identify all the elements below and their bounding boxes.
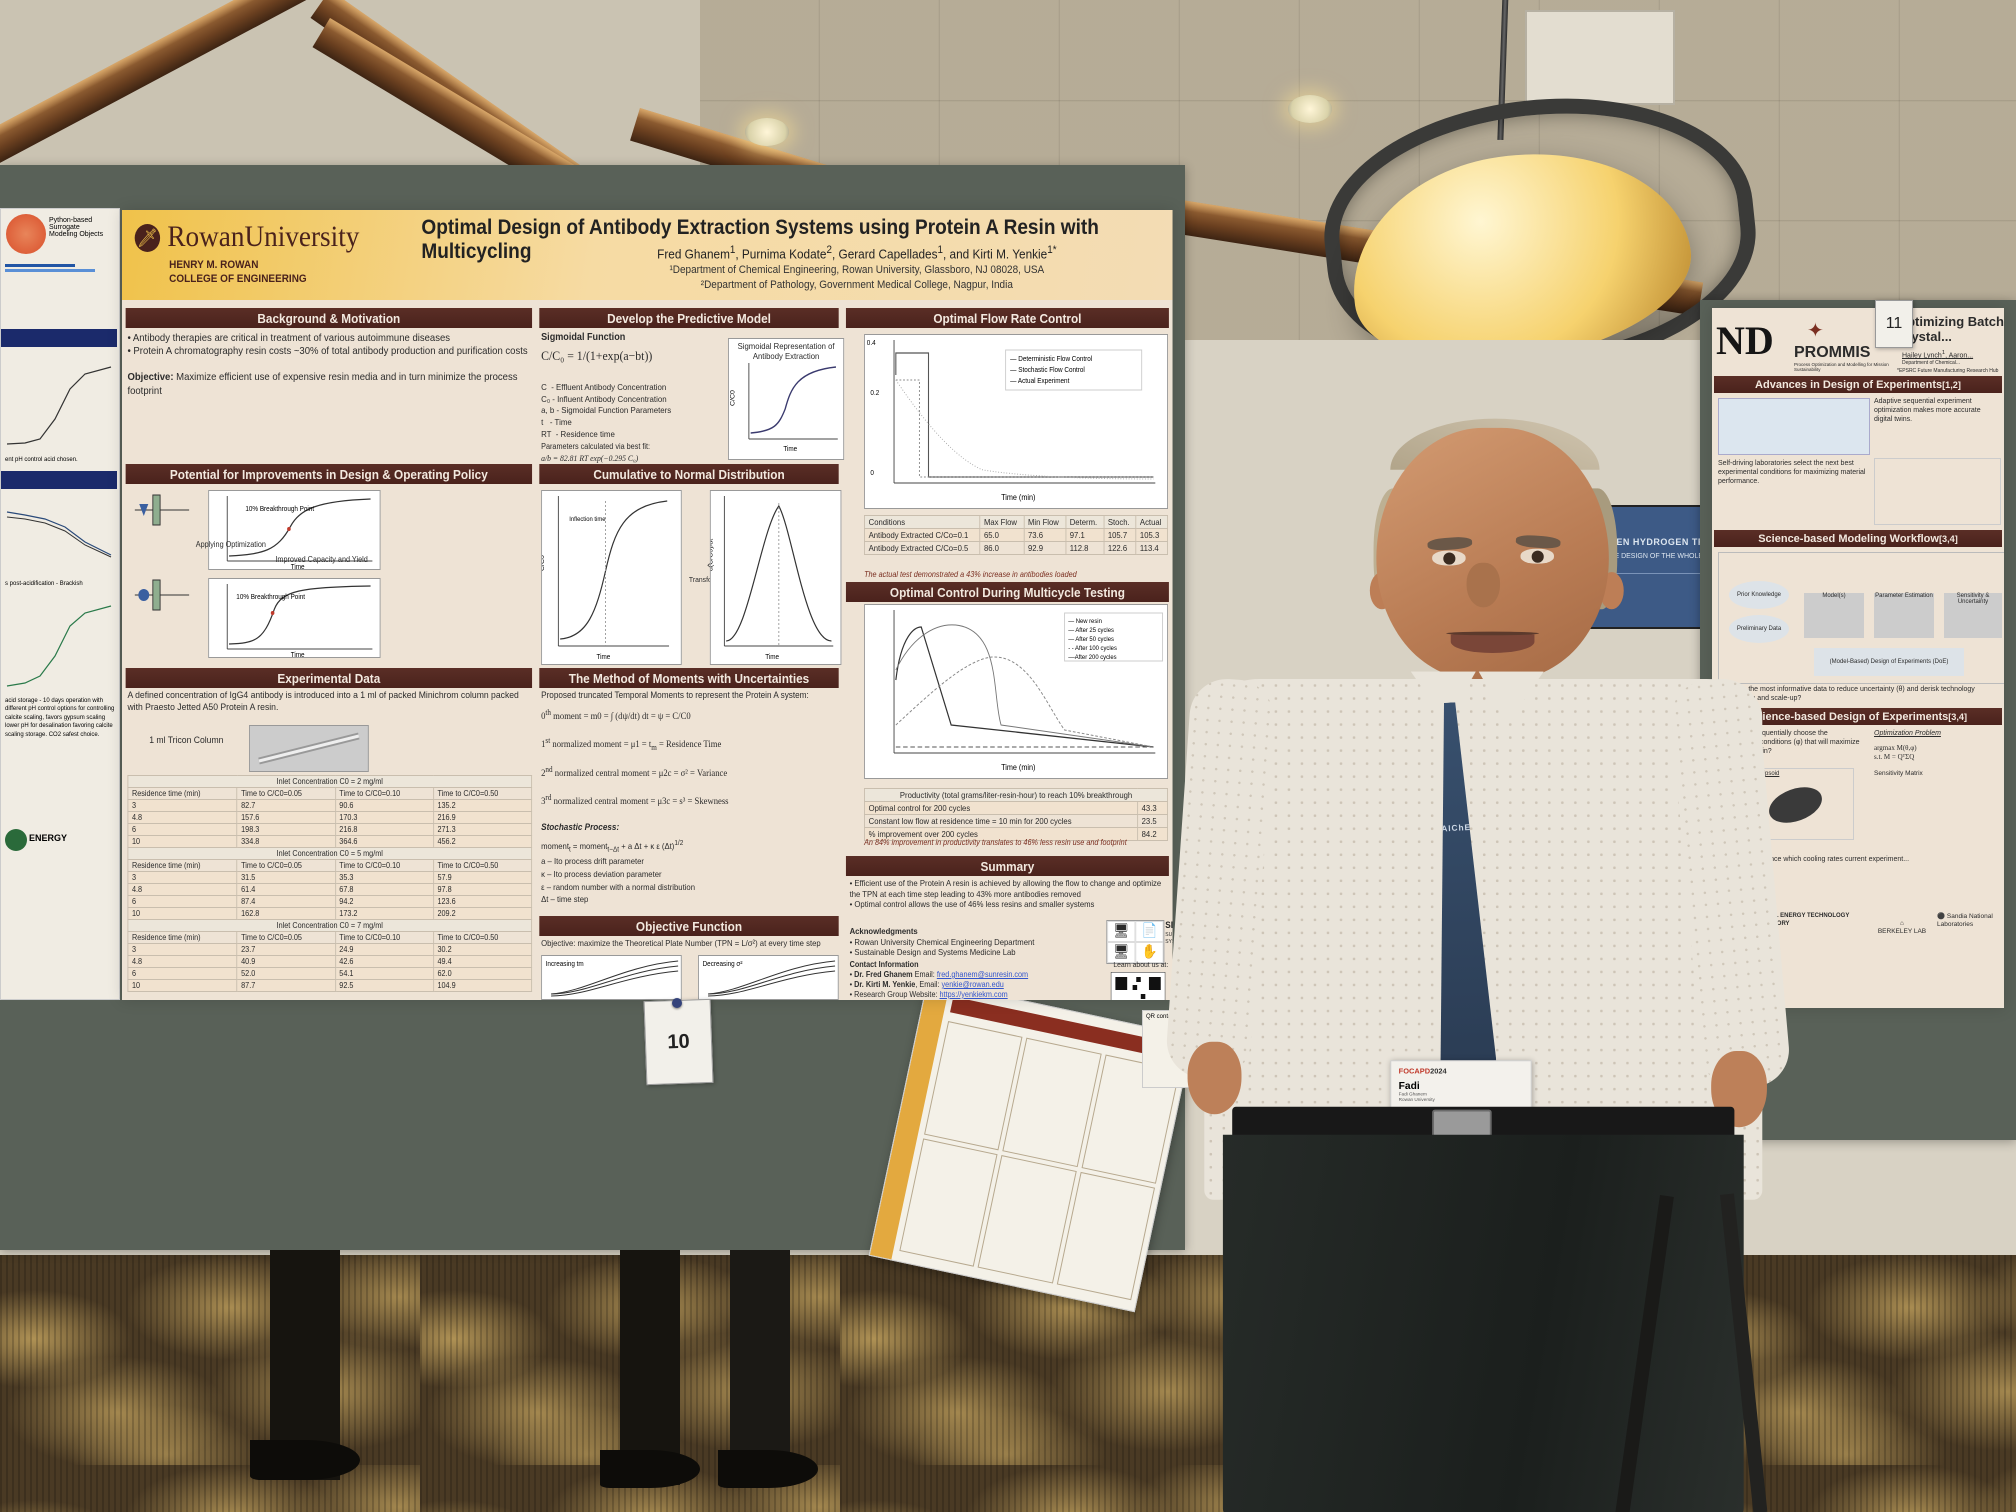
- svg-text:0.4: 0.4: [867, 340, 876, 347]
- svg-text:Time: Time: [291, 652, 305, 659]
- svg-text:Time: Time: [783, 446, 797, 453]
- svg-text:C/C0: C/C0: [730, 390, 737, 406]
- svg-text:10% Breakthrough Point: 10% Breakthrough Point: [236, 594, 305, 601]
- svg-text:Time: Time: [765, 654, 779, 661]
- svg-text:0: 0: [870, 470, 874, 477]
- svg-text:Decreasing σ²: Decreasing σ²: [703, 961, 744, 968]
- svg-text:— After 25 cycles: — After 25 cycles: [1068, 627, 1114, 634]
- svg-text:Inflection time: Inflection time: [569, 516, 606, 523]
- svg-text:ND: ND: [1716, 318, 1774, 363]
- svg-text:— Actual Experiment: — Actual Experiment: [1010, 378, 1069, 385]
- svg-text:— Deterministic Flow Control: — Deterministic Flow Control: [1010, 356, 1093, 363]
- svg-text:— After 50 cycles: — After 50 cycles: [1068, 636, 1114, 643]
- svg-text:C/C0: C/C0: [542, 555, 546, 571]
- svg-text:- - After 100 cycles: - - After 100 cycles: [1068, 645, 1117, 652]
- svg-text:Time (min): Time (min): [1001, 493, 1036, 502]
- svg-text:— Stochastic Flow Control: — Stochastic Flow Control: [1010, 367, 1085, 374]
- svg-text:Increasing tm: Increasing tm: [546, 961, 584, 968]
- svg-text:— New resin: — New resin: [1068, 618, 1102, 625]
- svg-text:Time: Time: [596, 654, 610, 661]
- svg-text:0.2: 0.2: [870, 390, 879, 397]
- svg-text:10% Breakthrough Point: 10% Breakthrough Point: [245, 506, 314, 513]
- svg-text:––After 200 cycles: ––After 200 cycles: [1068, 654, 1116, 661]
- svg-text:Time (min): Time (min): [1001, 763, 1036, 772]
- svg-text:d(C/C0)/dt: d(C/C0)/dt: [711, 539, 715, 571]
